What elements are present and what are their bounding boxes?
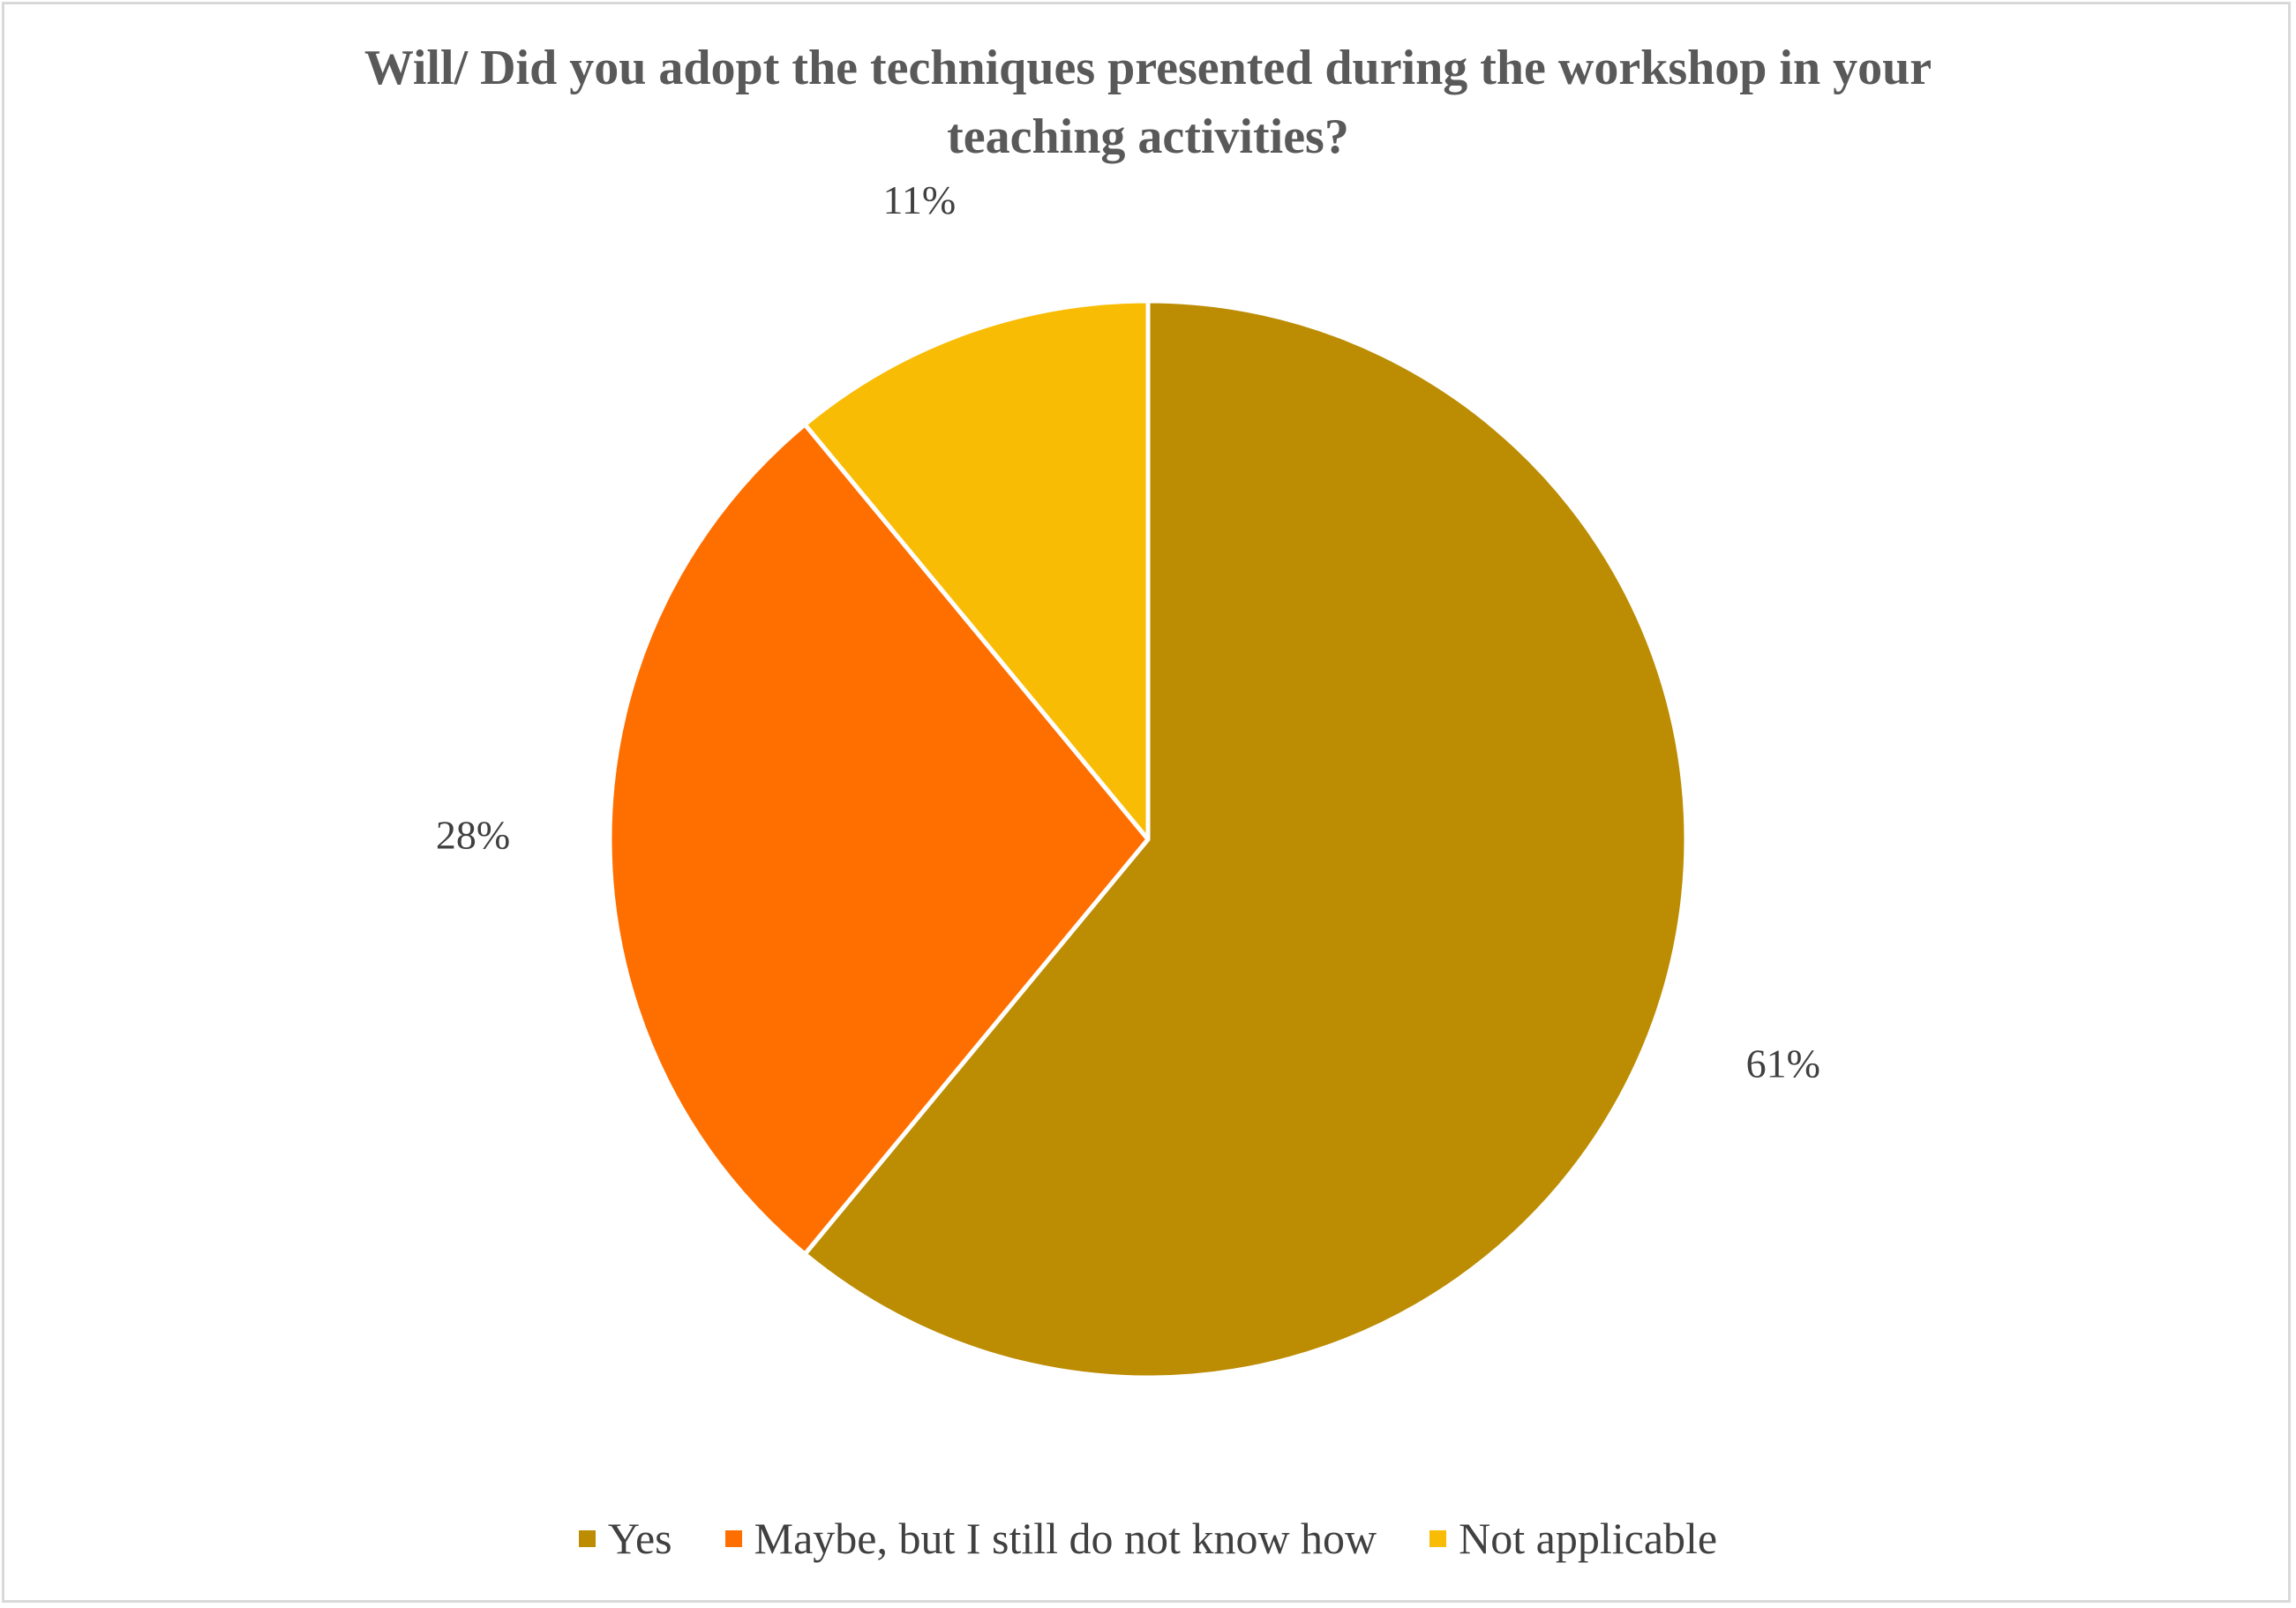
pie-slice-maybe-but-i-still-do-not-know-how [607,422,1151,1257]
data-label-not-applicable: 11% [883,177,957,222]
data-label-maybe-but-i-still-do-not-know-how: 28% [436,813,510,858]
pie-data-labels: 61% 28% 11% [436,177,1820,1086]
legend-swatch-not-applicable [1429,1529,1447,1547]
legend-label-yes: Yes [607,1514,672,1563]
pie-slice-yes [802,298,1689,1380]
chart-title-line-2: teaching activities? [947,109,1349,164]
pie-slices [607,298,1689,1380]
chart-title: Will/ Did you adopt the techniques prese… [0,34,2296,171]
legend-swatch-maybe-but-i-still-do-not-know-how [724,1529,742,1547]
pie-slice-not-applicable [802,298,1151,842]
chart-title-line-1: Will/ Did you adopt the techniques prese… [364,41,1932,95]
legend-item-maybe-but-i-still-do-not-know-how: Maybe, but I still do not know how [724,1513,1377,1564]
legend-label-maybe-but-i-still-do-not-know-how: Maybe, but I still do not know how [754,1514,1377,1563]
legend-label-not-applicable: Not applicable [1459,1514,1718,1563]
legend-item-yes: Yes [578,1513,672,1564]
chart-legend: Yes Maybe, but I still do not know how Not… [0,1513,2296,1564]
legend-item-not-applicable: Not applicable [1429,1513,1717,1564]
data-label-yes: 61% [1746,1041,1820,1086]
legend-swatch-yes [578,1529,596,1547]
